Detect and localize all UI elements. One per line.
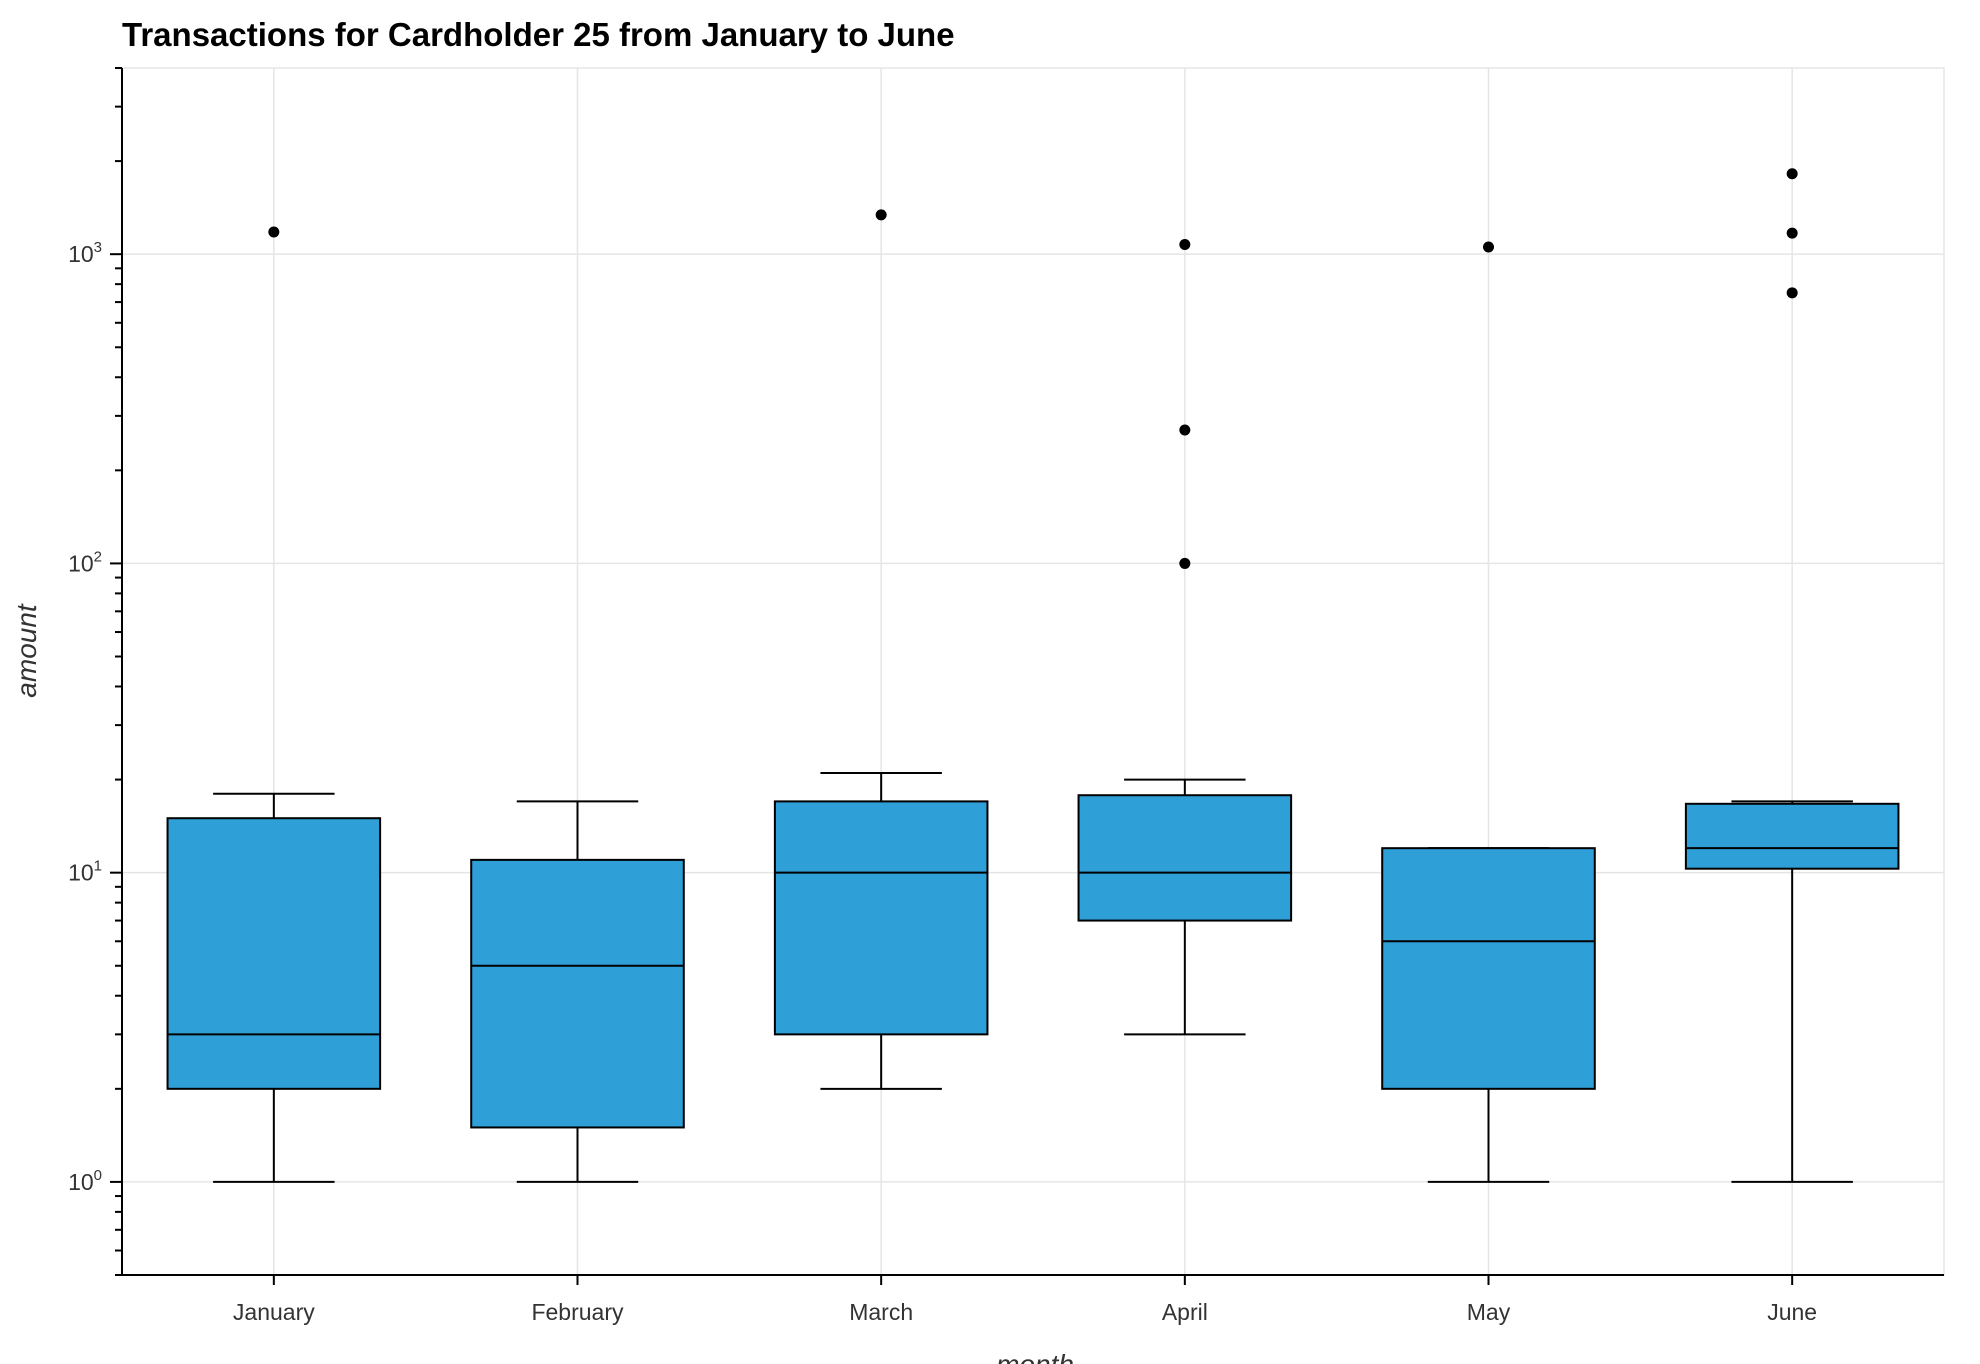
outlier-point <box>1786 287 1798 299</box>
y-tick-label: 102 <box>68 548 102 576</box>
outlier-point <box>875 209 887 221</box>
y-tick-label: 101 <box>68 858 102 886</box>
x-tick-label: February <box>531 1299 624 1325</box>
y-axis-label: amount <box>11 603 42 698</box>
outlier-point <box>268 226 280 238</box>
x-tick-label: January <box>233 1299 315 1325</box>
box-may <box>1381 241 1596 1183</box>
box-january <box>166 226 382 1183</box>
plot-frame <box>121 67 1945 1276</box>
iqr-box <box>166 817 382 1090</box>
iqr-box <box>470 858 685 1129</box>
outlier-point <box>1786 168 1798 180</box>
outlier-point <box>1483 241 1494 253</box>
outlier-point <box>1179 557 1191 569</box>
y-tick-label: 103 <box>68 239 102 267</box>
box-june <box>1684 168 1900 1183</box>
chart-title: Transactions for Cardholder 25 from Janu… <box>122 16 955 53</box>
grid <box>121 67 1945 1276</box>
iqr-box <box>773 800 989 1036</box>
iqr-box <box>1077 794 1293 922</box>
box-february <box>470 800 685 1183</box>
x-axis-label: month <box>996 1349 1074 1364</box>
box-april <box>1077 238 1293 1036</box>
x-tick-label: April <box>1162 1299 1208 1325</box>
outlier-point <box>1179 424 1191 436</box>
outlier-point <box>1786 227 1798 239</box>
outlier-point <box>1179 238 1191 250</box>
x-tick-label: May <box>1467 1299 1511 1325</box>
y-tick-label: 100 <box>68 1167 102 1195</box>
iqr-box <box>1684 802 1900 870</box>
x-tick-label: March <box>849 1299 913 1325</box>
box-march <box>773 209 989 1090</box>
axes: 100 101 102 103 January February March April May… <box>68 67 1944 1325</box>
x-tick-label: June <box>1767 1299 1817 1325</box>
box-series <box>166 168 1900 1183</box>
iqr-box <box>1381 847 1596 1090</box>
